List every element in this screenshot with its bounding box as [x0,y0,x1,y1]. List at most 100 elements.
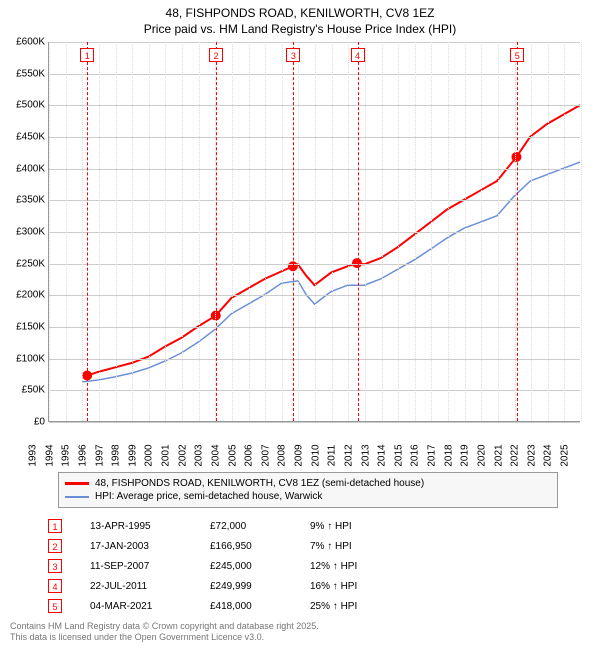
legend-label: 48, FISHPONDS ROAD, KENILWORTH, CV8 1EZ … [95,478,424,489]
transaction-marker-box: 2 [209,48,223,62]
gridline-vertical [66,42,67,421]
gridline-vertical [531,42,532,421]
gridline-vertical [298,42,299,421]
y-axis-label: £250K [1,258,45,269]
gridline-vertical [431,42,432,421]
y-axis-label: £600K [1,37,45,48]
legend-row: HPI: Average price, semi-detached house,… [65,490,551,503]
x-axis-label: 2025 [560,440,571,472]
x-axis-label: 2009 [294,440,305,472]
transaction-price: £249,999 [210,581,310,592]
x-axis-label: 1997 [94,440,105,472]
x-axis-label: 2019 [460,440,471,472]
transaction-pct: 16% ↑ HPI [310,581,390,592]
transaction-price: £72,000 [210,521,310,532]
transaction-pct: 9% ↑ HPI [310,521,390,532]
footer-line-1: Contains HM Land Registry data © Crown c… [10,621,319,633]
gridline-horizontal [49,422,580,423]
y-axis-label: £50K [1,385,45,396]
transaction-date: 22-JUL-2011 [90,581,210,592]
legend-swatch [65,496,89,498]
x-axis-label: 2018 [443,440,454,472]
x-axis-label: 2002 [177,440,188,472]
gridline-vertical [182,42,183,421]
x-axis-label: 2017 [427,440,438,472]
x-axis-label: 2004 [210,440,221,472]
y-axis-label: £550K [1,68,45,79]
y-axis-label: £200K [1,290,45,301]
gridline-vertical [515,42,516,421]
x-axis-label: 1994 [44,440,55,472]
gridline-vertical [132,42,133,421]
legend-row: 48, FISHPONDS ROAD, KENILWORTH, CV8 1EZ … [65,477,551,490]
transaction-price: £166,950 [210,541,310,552]
gridline-vertical [116,42,117,421]
transaction-marker-line [216,42,217,421]
transaction-marker-box: 3 [286,48,300,62]
x-axis-label: 2006 [244,440,255,472]
legend-swatch [65,482,89,485]
transaction-number-box: 5 [48,599,62,613]
legend-label: HPI: Average price, semi-detached house,… [95,491,322,502]
transaction-date: 17-JAN-2003 [90,541,210,552]
x-axis-label: 2001 [161,440,172,472]
transaction-marker-box: 1 [80,48,94,62]
gridline-vertical [548,42,549,421]
gridline-vertical [315,42,316,421]
gridline-vertical [581,42,582,421]
transaction-number-box: 1 [48,519,62,533]
x-axis-label: 1995 [61,440,72,472]
x-axis-label: 2005 [227,440,238,472]
transaction-row: 311-SEP-2007£245,00012% ↑ HPI [48,556,390,576]
chart-legend: 48, FISHPONDS ROAD, KENILWORTH, CV8 1EZ … [58,472,558,508]
transaction-date: 04-MAR-2021 [90,601,210,612]
gridline-vertical [199,42,200,421]
y-axis-label: £300K [1,227,45,238]
title-line-1: 48, FISHPONDS ROAD, KENILWORTH, CV8 1EZ [0,6,600,22]
footer-line-2: This data is licensed under the Open Gov… [10,632,319,644]
transaction-row: 4 22-JUL-2011£249,99916% ↑ HPI [48,576,390,596]
title-line-2: Price paid vs. HM Land Registry's House … [0,22,600,38]
y-axis-label: £500K [1,100,45,111]
x-axis-label: 2016 [410,440,421,472]
x-axis-label: 1998 [111,440,122,472]
y-axis-label: £450K [1,132,45,143]
x-axis-label: 2007 [260,440,271,472]
x-axis-label: 1996 [77,440,88,472]
transaction-number-box: 2 [48,539,62,553]
transaction-row: 504-MAR-2021£418,00025% ↑ HPI [48,596,390,616]
x-axis-label: 2022 [510,440,521,472]
transaction-number-box: 4 [48,579,62,593]
gridline-vertical [365,42,366,421]
gridline-vertical [481,42,482,421]
transaction-date: 13-APR-1995 [90,521,210,532]
y-axis-label: £350K [1,195,45,206]
gridline-vertical [49,42,50,421]
transaction-marker-box: 4 [351,48,365,62]
transaction-pct: 12% ↑ HPI [310,561,390,572]
gridline-vertical [415,42,416,421]
gridline-vertical [348,42,349,421]
footer-text: Contains HM Land Registry data © Crown c… [10,621,319,644]
x-axis-label: 2015 [393,440,404,472]
gridline-vertical [382,42,383,421]
gridline-vertical [448,42,449,421]
y-axis-label: £0 [1,417,45,428]
transaction-marker-line [517,42,518,421]
gridline-vertical [149,42,150,421]
transaction-row: 1 13-APR-1995£72,0009% ↑ HPI [48,516,390,536]
series-line [87,105,580,375]
transaction-price: £245,000 [210,561,310,572]
transaction-marker-line [293,42,294,421]
x-axis-label: 2011 [327,440,338,472]
x-axis-label: 2000 [144,440,155,472]
gridline-vertical [165,42,166,421]
y-axis-label: £100K [1,353,45,364]
x-axis-label: 2008 [277,440,288,472]
gridline-vertical [249,42,250,421]
transaction-marker-line [358,42,359,421]
gridline-vertical [82,42,83,421]
gridline-vertical [99,42,100,421]
gridline-vertical [232,42,233,421]
transaction-pct: 25% ↑ HPI [310,601,390,612]
